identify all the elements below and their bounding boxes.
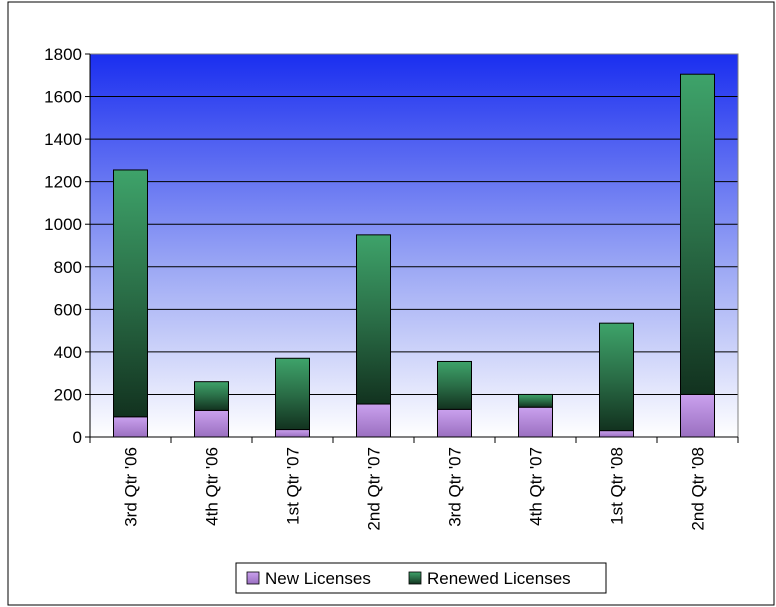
bar-new-licenses bbox=[437, 408, 472, 438]
y-tick-label: 1800 bbox=[44, 45, 82, 64]
x-tick-label: 4th Qtr '06 bbox=[203, 447, 222, 526]
legend: New Licenses Renewed Licenses bbox=[235, 562, 607, 594]
y-tick-label: 1000 bbox=[44, 215, 82, 234]
y-tick-label: 800 bbox=[54, 258, 82, 277]
y-tick-label: 600 bbox=[54, 300, 82, 319]
x-tick-label: 3rd Qtr '06 bbox=[122, 447, 141, 527]
axes bbox=[85, 53, 739, 443]
x-tick-label: 1st Qtr '08 bbox=[608, 447, 627, 525]
y-tick-label: 0 bbox=[73, 428, 82, 447]
bar-renewed-licenses bbox=[113, 169, 148, 418]
bar-new-licenses bbox=[113, 416, 148, 438]
bar-new-licenses bbox=[356, 403, 391, 438]
bar-new-licenses bbox=[518, 406, 553, 438]
bar-renewed-licenses bbox=[437, 360, 472, 410]
bar-renewed-licenses bbox=[680, 73, 715, 395]
x-tick-labels: 3rd Qtr '06 4th Qtr '06 1st Qtr '07 2nd Qtr… bbox=[122, 447, 708, 531]
y-tick-label: 1400 bbox=[44, 130, 82, 149]
y-tick-label: 1600 bbox=[44, 88, 82, 107]
plot-area bbox=[90, 54, 738, 437]
y-tick-label: 400 bbox=[54, 343, 82, 362]
bar-new-licenses bbox=[680, 393, 715, 438]
bar-renewed-licenses bbox=[599, 322, 634, 432]
bar-new-licenses bbox=[275, 429, 310, 438]
legend-label-new: New Licenses bbox=[265, 569, 371, 588]
legend-label-renewed: Renewed Licenses bbox=[427, 569, 571, 588]
bar-renewed-licenses bbox=[275, 357, 310, 431]
bar-renewed-licenses bbox=[194, 381, 229, 411]
y-tick-label: 200 bbox=[54, 385, 82, 404]
x-tick-label: 4th Qtr '07 bbox=[527, 447, 546, 526]
y-tick-label: 1200 bbox=[44, 173, 82, 192]
bar-new-licenses bbox=[599, 430, 634, 438]
bar-new-licenses bbox=[194, 409, 229, 438]
x-tick-label: 2nd Qtr '07 bbox=[365, 447, 384, 531]
y-tick-labels: 0 200 400 600 800 1000 1200 1400 1600 1800 bbox=[44, 45, 82, 447]
x-tick-label: 3rd Qtr '07 bbox=[446, 447, 465, 527]
legend-swatch-renewed bbox=[408, 571, 422, 585]
x-tick-label: 1st Qtr '07 bbox=[284, 447, 303, 525]
x-tick-label: 2nd Qtr '08 bbox=[689, 447, 708, 531]
bar-renewed-licenses bbox=[356, 234, 391, 405]
bar-renewed-licenses bbox=[518, 393, 553, 408]
legend-swatch-new bbox=[246, 571, 260, 585]
bars bbox=[113, 73, 715, 438]
